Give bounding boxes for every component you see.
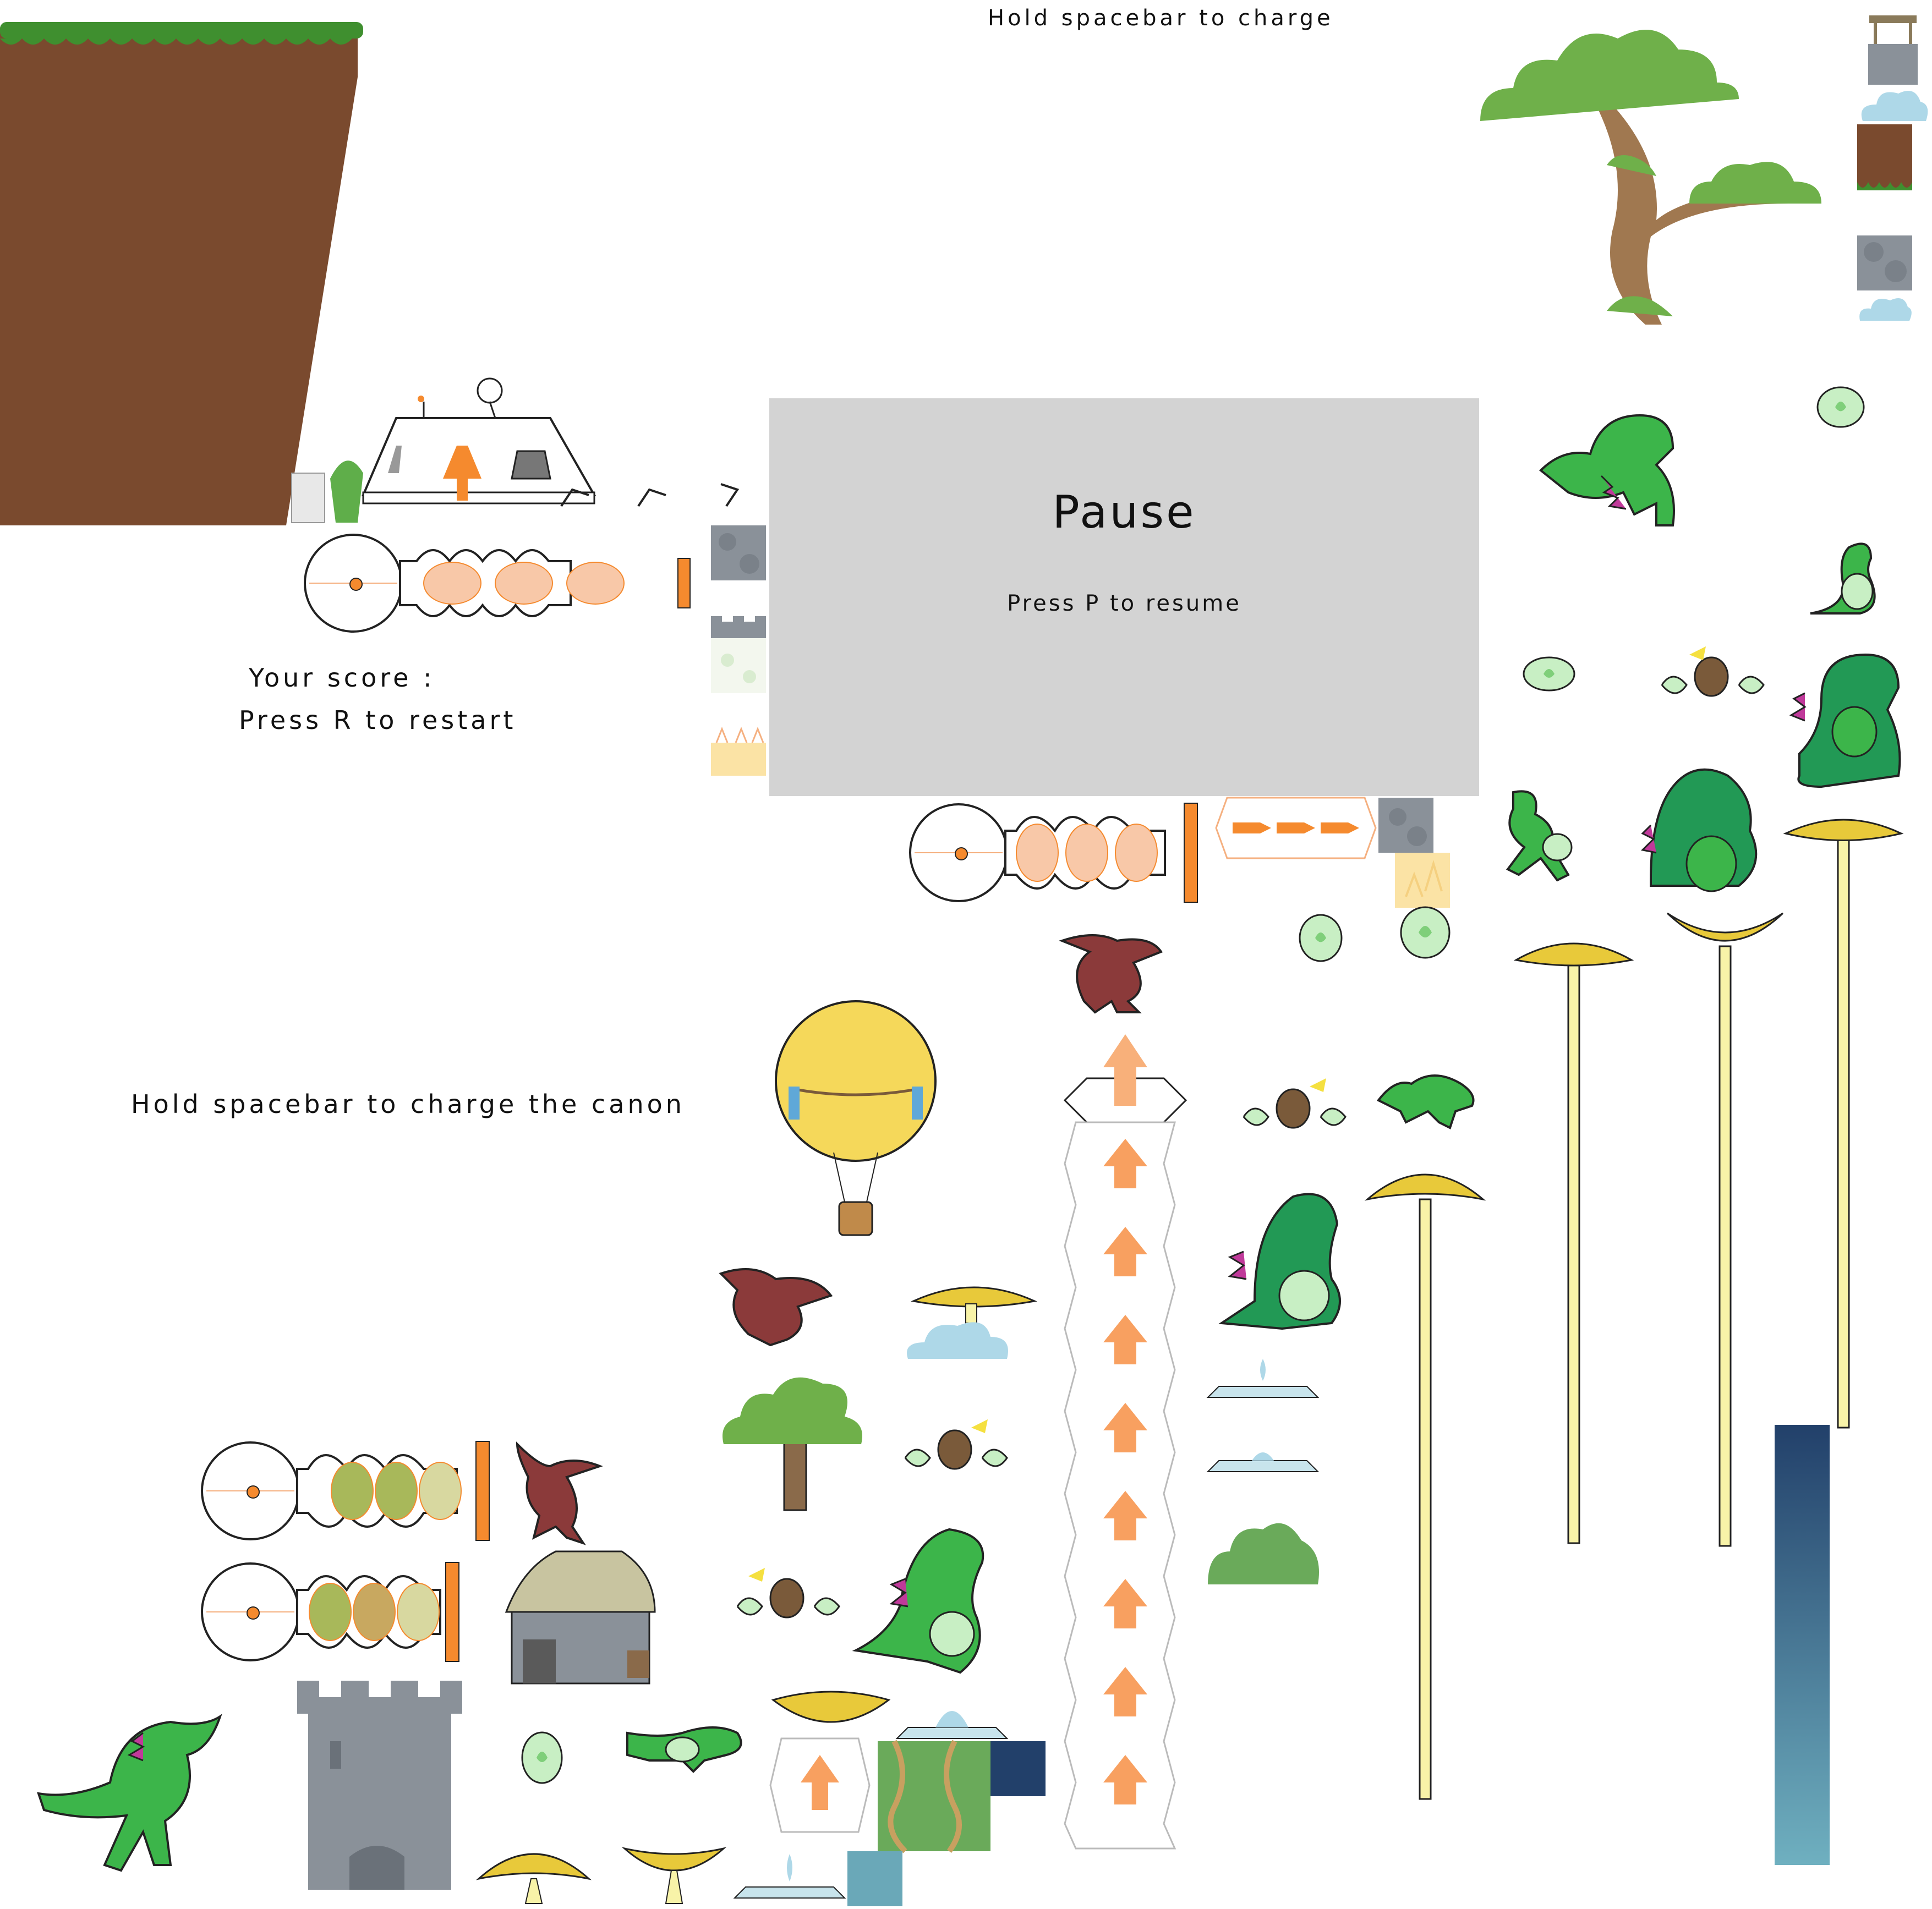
egg — [1400, 906, 1451, 959]
rover-base — [291, 377, 740, 523]
pterodactyl — [1059, 934, 1163, 1014]
night-sky-tile — [1775, 1425, 1830, 1865]
jungle-tile — [711, 638, 766, 693]
tall-mushroom — [1666, 912, 1784, 1547]
night-sky-tile — [990, 1741, 1046, 1796]
score-label: Your score : — [249, 663, 435, 693]
charge-cannon-hint: Hold spacebar to charge the canon — [131, 1089, 685, 1119]
fountain — [1206, 1359, 1320, 1398]
dinosaur — [1640, 768, 1758, 892]
mushroom-platform — [621, 1847, 727, 1904]
egg — [1299, 914, 1343, 962]
tall-mushroom — [1783, 819, 1904, 1429]
pterodactyl — [516, 1441, 603, 1545]
stone-block — [1378, 798, 1433, 853]
cloud — [1859, 298, 1912, 321]
stone-block — [711, 525, 766, 580]
egg — [1523, 656, 1575, 692]
charge-hint-top: Hold spacebar to charge — [988, 6, 1334, 31]
baby-dino — [1810, 542, 1876, 615]
egg — [521, 1731, 563, 1784]
restart-hint: Press R to restart — [239, 705, 517, 735]
cannon — [201, 1441, 490, 1541]
dirt-cliff — [0, 22, 363, 525]
hatched-egg — [736, 1568, 840, 1619]
hatched-egg — [1661, 646, 1765, 697]
mushroom-platform — [771, 1691, 891, 1723]
castle-tower — [297, 1681, 462, 1890]
cloud — [1861, 91, 1928, 121]
castle-battlement — [711, 616, 766, 638]
tree — [723, 1377, 862, 1511]
dinosaur — [37, 1714, 222, 1872]
pause-title: Pause — [1052, 486, 1196, 539]
mushroom-platform — [475, 1853, 592, 1904]
cannon — [909, 803, 1198, 903]
cannon — [201, 1562, 459, 1662]
dinosaur — [1789, 653, 1901, 788]
fountain — [895, 1711, 1009, 1739]
stone-block — [1857, 235, 1912, 290]
water-tile — [847, 1851, 902, 1906]
grass-block — [1857, 124, 1912, 190]
bush — [1208, 1523, 1319, 1584]
balloon — [775, 1000, 937, 1236]
mushroom-platform — [911, 1286, 1037, 1324]
booster-arrow-column — [1063, 1034, 1187, 1850]
resume-hint: Press P to resume — [1007, 591, 1241, 616]
sand-tile — [711, 726, 766, 776]
pterodactyl — [719, 1268, 833, 1347]
booster-pad — [1215, 797, 1377, 859]
jungle-tile — [878, 1740, 990, 1853]
hatched-egg — [1243, 1078, 1347, 1129]
cloud — [907, 1322, 1008, 1359]
baby-dino — [1376, 1074, 1475, 1129]
pause-panel: Pause Press P to resume — [769, 398, 1479, 796]
sand-tile — [1395, 853, 1450, 908]
dinosaur — [1218, 1193, 1341, 1330]
well — [1868, 15, 1918, 85]
tall-mushroom — [1513, 942, 1634, 1544]
bonsai-tree — [1480, 30, 1821, 325]
booster-pad — [769, 1737, 871, 1833]
cannon — [304, 534, 691, 633]
dinosaur — [1539, 414, 1675, 526]
hatched-egg — [904, 1419, 1008, 1470]
egg — [1816, 386, 1865, 428]
stone-house — [505, 1550, 656, 1685]
tall-mushroom — [1364, 1173, 1486, 1800]
baby-dino — [1506, 790, 1573, 882]
fountain — [1206, 1452, 1320, 1472]
dinosaur — [852, 1528, 984, 1674]
baby-dino — [626, 1726, 742, 1773]
fountain — [733, 1854, 846, 1899]
